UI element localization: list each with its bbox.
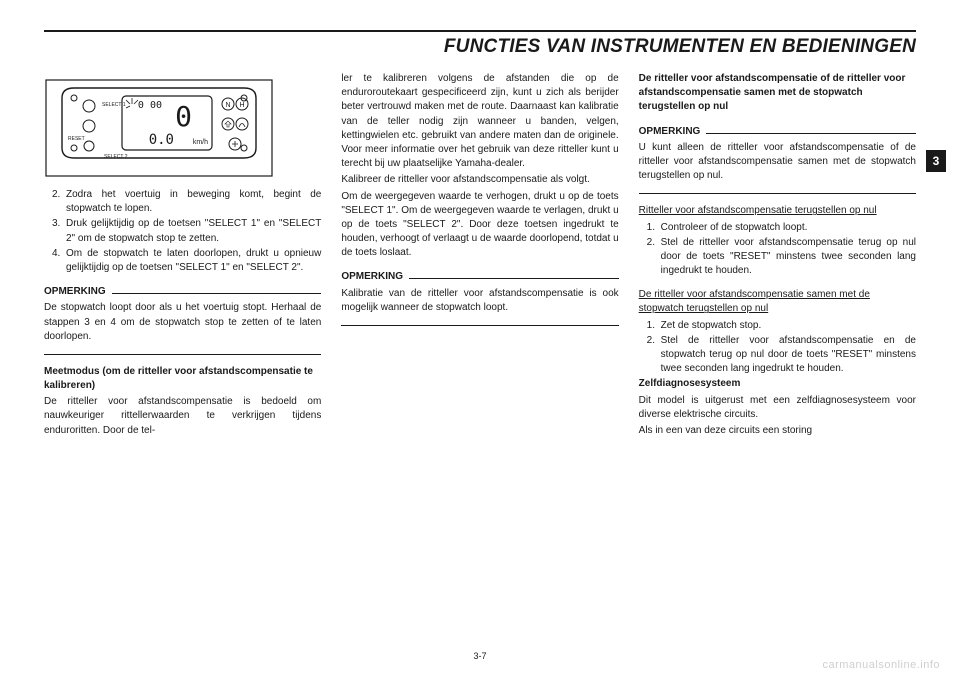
subsection-heading: Meetmodus (om de ritteller voor afstands… (44, 365, 321, 393)
body-text: De ritteller voor afstandscompensatie is… (44, 395, 321, 438)
content-columns: SELECT 1 SELECT 2 RESET 0 0 00 0.0 (44, 72, 916, 612)
chapter-tab: 3 (926, 150, 946, 172)
list-item: 2. Stel de ritteller voor afstandscompen… (647, 334, 916, 377)
list-item: 3. Druk gelijktijdig op de toetsen "SELE… (52, 217, 321, 245)
page-number: 3-7 (0, 651, 960, 661)
note-heading: OPMERKING (44, 285, 321, 299)
indicator-n: N (225, 102, 230, 109)
column-3: De ritteller voor afstandscompensatie of… (639, 72, 916, 612)
list-item: 1. Zet de stopwatch stop. (647, 319, 916, 333)
list-number: 1. (647, 319, 661, 333)
list-text: Zet de stopwatch stop. (661, 319, 916, 333)
note-label: OPMERKING (639, 125, 701, 139)
note-text: Kalibratie van de ritteller voor afstand… (341, 287, 618, 315)
list-item: 1. Controleer of de stopwatch loopt. (647, 221, 916, 235)
note-label: OPMERKING (341, 270, 403, 284)
list-text: Om de stopwatch te laten doorlopen, druk… (66, 247, 321, 275)
list-item: 2. Zodra het voertuig in beweging komt, … (52, 188, 321, 216)
list-number: 3. (52, 217, 66, 245)
note-heading: OPMERKING (639, 125, 916, 139)
list-item: 2. Stel de ritteller voor afstandscompen… (647, 236, 916, 279)
instrument-illustration: SELECT 1 SELECT 2 RESET 0 0 00 0.0 (44, 78, 274, 178)
list-text: Stel de ritteller voor afstandscompensat… (661, 236, 916, 279)
reset-label: RESET (68, 136, 85, 142)
lcd-kmh: km/h (193, 139, 208, 146)
page-title: FUNCTIES VAN INSTRUMENTEN EN BEDIENINGEN (44, 36, 916, 58)
divider-line (44, 354, 321, 355)
note-label: OPMERKING (44, 285, 106, 299)
body-text: Om de weergegeven waarde te verhogen, dr… (341, 190, 618, 261)
header-rule (44, 30, 916, 32)
list-text: Controleer of de stopwatch loopt. (661, 221, 916, 235)
body-text: ler te kalibreren volgens de afstanden d… (341, 72, 618, 171)
indicator-h: H (239, 102, 244, 109)
column-2: ler te kalibreren volgens de afstanden d… (341, 72, 618, 612)
lcd-top-digits: 0 00 (138, 100, 162, 111)
divider-line (639, 193, 916, 194)
section-heading: De ritteller voor afstandscompensatie of… (639, 72, 916, 115)
list-number: 1. (647, 221, 661, 235)
select2-label: SELECT 2 (104, 154, 128, 160)
list-number: 4. (52, 247, 66, 275)
list-number: 2. (52, 188, 66, 216)
list-number: 2. (647, 236, 661, 279)
body-text: Dit model is uitgerust met een zelfdiagn… (639, 394, 916, 422)
body-text: Kalibreer de ritteller voor afstandscomp… (341, 173, 618, 187)
body-text: Als in een van deze circuits een storing (639, 424, 916, 438)
watermark-text: carmanualsonline.info (822, 659, 940, 671)
lcd-big-digit: 0 (175, 100, 192, 133)
note-text: U kunt alleen de ritteller voor afstands… (639, 141, 916, 184)
subsection-heading: Zelfdiagnosesysteem (639, 377, 916, 391)
list-number: 2. (647, 334, 661, 377)
divider-line (341, 325, 618, 326)
list-item: 4. Om de stopwatch te laten doorlopen, d… (52, 247, 321, 275)
lcd-small-digits: 0.0 (149, 132, 174, 148)
procedure-heading: De ritteller voor afstandscompensatie sa… (639, 288, 916, 316)
heading-rule (112, 293, 322, 294)
list-text: Druk gelijktijdig op de toetsen "SELECT … (66, 217, 321, 245)
list-text: Stel de ritteller voor afstandscompensat… (661, 334, 916, 377)
heading-rule (409, 278, 619, 279)
column-1: SELECT 1 SELECT 2 RESET 0 0 00 0.0 (44, 72, 321, 612)
list-text: Zodra het voertuig in beweging komt, beg… (66, 188, 321, 216)
heading-rule (706, 133, 916, 134)
procedure-heading: Ritteller voor afstandscompensatie terug… (639, 204, 916, 218)
note-heading: OPMERKING (341, 270, 618, 284)
manual-page: 3 FUNCTIES VAN INSTRUMENTEN EN BEDIENING… (0, 0, 960, 679)
note-text: De stopwatch loopt door als u het voertu… (44, 301, 321, 344)
